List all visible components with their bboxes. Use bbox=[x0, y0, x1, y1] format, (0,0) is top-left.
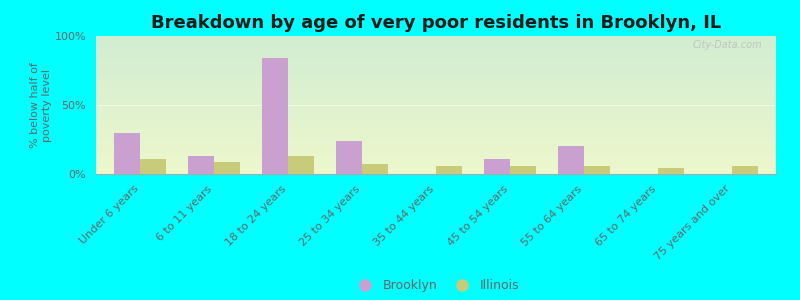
Bar bbox=[732, 166, 758, 174]
Bar bbox=[262, 58, 288, 174]
Bar bbox=[336, 141, 362, 174]
Bar bbox=[188, 156, 214, 174]
Bar bbox=[436, 166, 462, 174]
Bar bbox=[362, 164, 388, 174]
Bar bbox=[114, 133, 140, 174]
Bar bbox=[510, 166, 536, 174]
Text: City-Data.com: City-Data.com bbox=[693, 40, 762, 50]
Bar bbox=[140, 159, 166, 174]
Legend: Brooklyn, Illinois: Brooklyn, Illinois bbox=[347, 274, 525, 297]
Bar bbox=[584, 166, 610, 174]
Bar bbox=[288, 156, 314, 174]
Y-axis label: % below half of
poverty level: % below half of poverty level bbox=[30, 62, 52, 148]
Bar bbox=[214, 162, 240, 174]
Bar bbox=[658, 169, 684, 174]
Title: Breakdown by age of very poor residents in Brooklyn, IL: Breakdown by age of very poor residents … bbox=[151, 14, 721, 32]
Bar bbox=[558, 146, 584, 174]
Bar bbox=[484, 159, 510, 174]
